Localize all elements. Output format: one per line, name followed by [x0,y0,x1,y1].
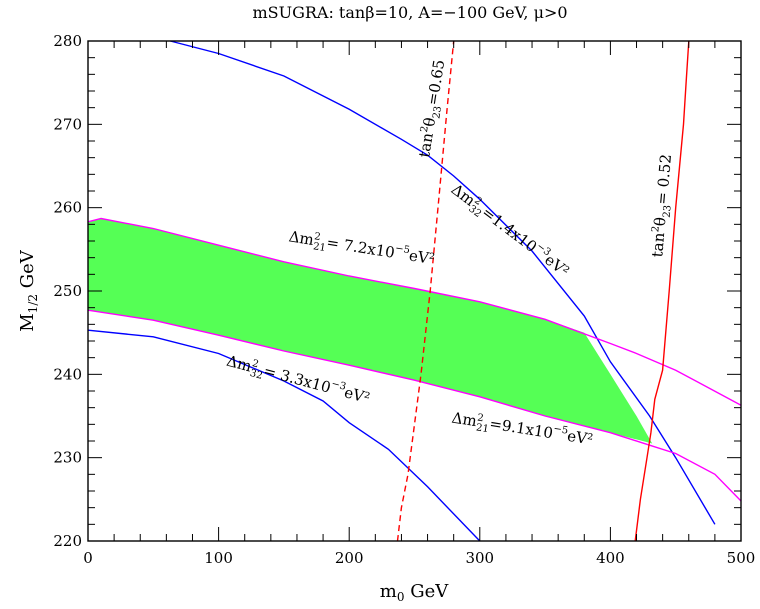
y-axis-label-main: M [17,313,38,331]
x-axis-label-sub: 0 [397,590,405,604]
annotation-lbl-tan-052: tan2θ23= 0.52 [648,153,678,258]
y-axis-label-unit: GeV [17,249,38,294]
x-tick-label: 400 [596,549,625,567]
x-tick-label: 300 [465,549,494,567]
allowed-region-band [88,218,653,444]
chart-title: mSUGRA: tanβ=10, A=−100 GeV, μ>0 [252,3,567,22]
y-axis-label: M1/2 GeV [17,249,40,332]
annotation-lbl-dm32-14: Δm232=1.4x10−3eV² [446,179,573,282]
y-tick-label: 230 [53,449,82,467]
annotation-lbl-dm21-72: Δm221= 7.2x10−5eV² [287,226,436,271]
series-line-5 [634,40,690,542]
y-tick-label: 240 [53,365,82,383]
series-line-4 [396,40,455,542]
y-tick-label: 220 [53,532,82,550]
series-line-3 [87,309,742,502]
axis-ticks: 0 100 200 300 400 500 220 230 240 250 260 270 280 [53,32,755,567]
series-line-0 [170,40,716,525]
x-axis-label-unit: GeV [404,581,449,602]
annotation-text: tan2θ23=0.65 [415,58,451,159]
y-tick-label: 280 [53,32,82,50]
x-tick-label: 0 [83,549,93,567]
x-tick-label: 200 [335,549,364,567]
y-tick-label: 250 [53,282,82,300]
annotation-text: tan2θ23= 0.52 [648,153,678,258]
annotation-text: Δm221= 7.2x10−5eV² [287,226,436,271]
annotation-lbl-tan-065: tan2θ23=0.65 [415,58,451,159]
x-tick-label: 100 [204,549,233,567]
y-axis-label-sub: 1/2 [26,294,40,313]
series-line-1 [87,329,481,542]
plot-area [87,40,742,542]
y-tick-label: 270 [53,115,82,133]
y-tick-label: 260 [53,199,82,217]
annotation-text: Δm232=1.4x10−3eV² [446,179,573,282]
x-axis-label-main: m [380,581,397,602]
series-line-2 [87,217,742,406]
x-axis-label: m0 GeV [380,581,449,604]
x-tick-label: 500 [727,549,756,567]
